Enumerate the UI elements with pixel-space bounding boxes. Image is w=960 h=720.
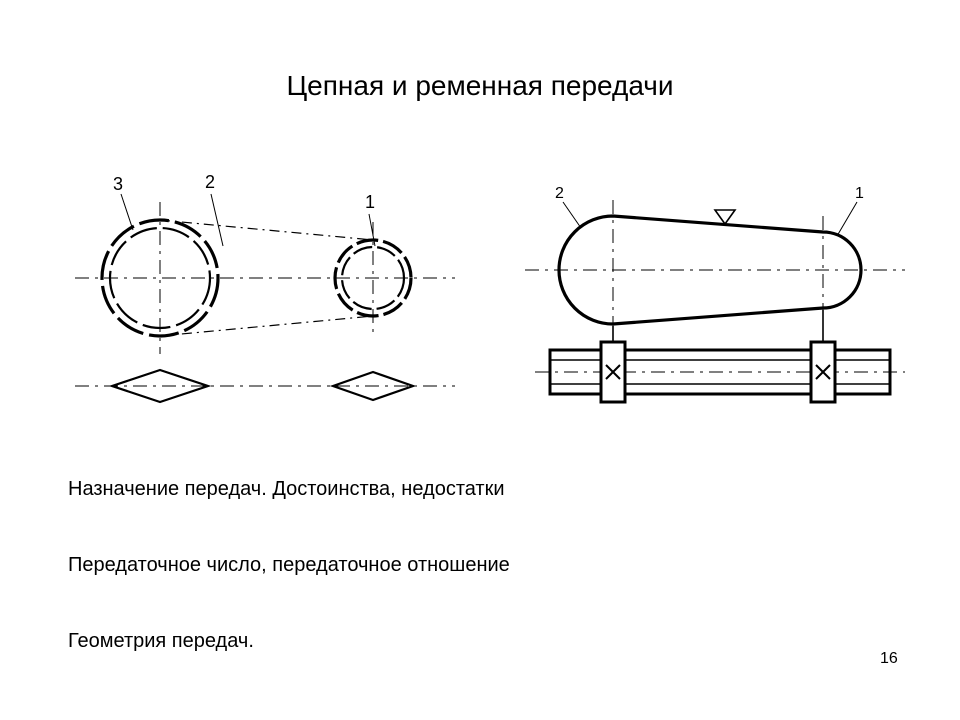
label-2-left: 2: [205, 172, 215, 192]
page-number: 16: [880, 650, 898, 668]
label-3: 3: [113, 174, 123, 194]
belt-drive-diagram: 2 1: [505, 170, 925, 420]
label-1-right: 1: [855, 185, 864, 202]
bullet-3: Геометрия передач.: [68, 630, 254, 653]
page-title: Цепная и ременная передачи: [0, 70, 960, 102]
label-1-left: 1: [365, 192, 375, 212]
page: Цепная и ременная передачи 3 2 1: [0, 0, 960, 720]
direction-arrow-icon: [715, 210, 735, 224]
bullet-2: Передаточное число, передаточное отношен…: [68, 554, 510, 577]
chain-drive-diagram: 3 2 1: [55, 160, 475, 420]
bullet-1: Назначение передач. Достоинства, недоста…: [68, 478, 505, 501]
label-2-right: 2: [555, 185, 564, 202]
